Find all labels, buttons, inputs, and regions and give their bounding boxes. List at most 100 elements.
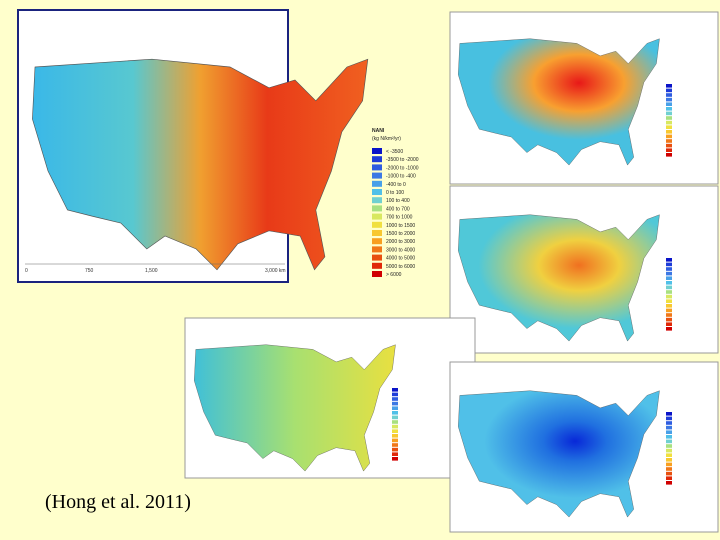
legend: NANI (kg N/km²/yr) < -3500 -3500 to -2000… (372, 128, 419, 278)
mini-legend-swatch (666, 308, 672, 313)
mini-legend-swatch (666, 281, 672, 285)
mini-legend-swatch (666, 88, 672, 93)
mini-legend-swatch (666, 102, 672, 106)
mini-legend-swatch (666, 111, 672, 116)
scale-label: 750 (85, 268, 94, 274)
mini-legend-swatch (666, 304, 672, 308)
legend-label: 3000 to 4000 (386, 247, 415, 253)
mini-legend-swatch (392, 392, 398, 397)
mini-legend-swatch (392, 424, 398, 429)
mini-legend-swatch (666, 435, 672, 439)
mini-legend-swatch (666, 453, 672, 457)
mini-legend-swatch (666, 143, 672, 148)
mini-legend-swatch (666, 97, 672, 102)
mini-legend-swatch (666, 317, 672, 322)
mini-legend-swatch (666, 412, 672, 416)
mini-legend-swatch (666, 425, 672, 430)
mini-legend-swatch (666, 458, 672, 462)
mini-legend-swatch (666, 262, 672, 267)
caption: (Hong et al. 2011) (45, 491, 191, 513)
legend-swatch (372, 271, 382, 277)
mini-legend-swatch (392, 420, 398, 424)
legend-label: 1000 to 1500 (386, 223, 415, 229)
legend-swatch (372, 262, 382, 269)
legend-label: 100 to 400 (386, 198, 410, 204)
map-panel (449, 361, 719, 533)
mini-legend-swatch (666, 153, 672, 157)
map-panel (449, 185, 719, 354)
legend-label: 5000 to 6000 (386, 264, 415, 270)
mini-legend-swatch (666, 430, 672, 434)
legend-label: -400 to 0 (386, 182, 406, 188)
mini-legend-swatch (666, 327, 672, 331)
legend-label: < -3500 (386, 149, 403, 155)
mini-legend-swatch (666, 448, 672, 453)
mini-legend-swatch (392, 388, 398, 392)
mini-legend-swatch (392, 406, 398, 410)
legend-label: -1000 to -400 (386, 174, 416, 180)
mini-legend-swatch (666, 134, 672, 139)
mini-legend-swatch (392, 397, 398, 401)
mini-legend-swatch (666, 116, 672, 120)
legend-swatch (372, 148, 382, 154)
legend-swatch (372, 197, 382, 204)
legend-swatch (372, 205, 382, 212)
mini-legend-swatch (666, 471, 672, 476)
legend-title: NANI (372, 128, 385, 134)
scale-label: 1,500 (145, 268, 158, 274)
mini-legend-swatch (666, 416, 672, 421)
mini-legend-swatch (666, 313, 672, 317)
mini-legend-swatch (666, 462, 672, 467)
mini-legend-swatch (666, 290, 672, 294)
mini-legend-swatch (666, 439, 672, 444)
scale-label: 3,000 km (265, 268, 286, 274)
mini-legend-swatch (666, 467, 672, 471)
mini-legend-swatch (666, 294, 672, 299)
mini-legend-swatch (392, 457, 398, 461)
mini-legend-swatch (666, 93, 672, 97)
scale-label: 0 (25, 268, 28, 274)
legend-label: > 6000 (386, 272, 402, 278)
legend-label: 2000 to 3000 (386, 239, 415, 245)
mini-legend-swatch (666, 125, 672, 129)
mini-legend-swatch (666, 258, 672, 262)
mini-legend-swatch (666, 148, 672, 152)
main-map-panel: 0 750 1,500 3,000 km (17, 9, 369, 283)
legend-swatch (372, 221, 382, 228)
mini-legend-swatch (392, 443, 398, 447)
mini-legend-swatch (666, 285, 672, 290)
mini-legend-swatch (392, 438, 398, 443)
legend-label: 700 to 1000 (386, 215, 413, 221)
legend-label: -2000 to -1000 (386, 165, 419, 171)
mini-legend-swatch (666, 322, 672, 326)
legend-label: 400 to 700 (386, 206, 410, 212)
mini-legend-swatch (666, 267, 672, 271)
mini-legend-swatch (666, 84, 672, 88)
mini-legend-swatch (666, 107, 672, 111)
legend-swatch (372, 246, 382, 253)
mini-legend-swatch (392, 415, 398, 420)
legend-label: 1500 to 2000 (386, 231, 415, 237)
legend-swatch (372, 180, 382, 187)
mini-legend-swatch (666, 476, 672, 480)
map-panel (184, 317, 476, 479)
legend-swatch (372, 230, 382, 236)
mini-legend-swatch (666, 421, 672, 425)
mini-legend-swatch (392, 452, 398, 456)
legend-swatch (372, 254, 382, 261)
legend-label: 4000 to 5000 (386, 256, 415, 262)
mini-legend-swatch (666, 271, 672, 276)
mini-legend-swatch (392, 429, 398, 433)
mini-legend-swatch (666, 444, 672, 448)
mini-legend-swatch (666, 120, 672, 125)
legend-label: -3500 to -2000 (386, 157, 419, 163)
legend-swatch (372, 156, 382, 163)
legend-swatch (372, 164, 382, 171)
legend-label: 0 to 100 (386, 190, 404, 196)
scale-bar: 0 750 1,500 3,000 km (25, 263, 286, 274)
mini-legend-swatch (666, 299, 672, 303)
legend-swatch (372, 172, 382, 179)
legend-swatch (372, 213, 382, 220)
